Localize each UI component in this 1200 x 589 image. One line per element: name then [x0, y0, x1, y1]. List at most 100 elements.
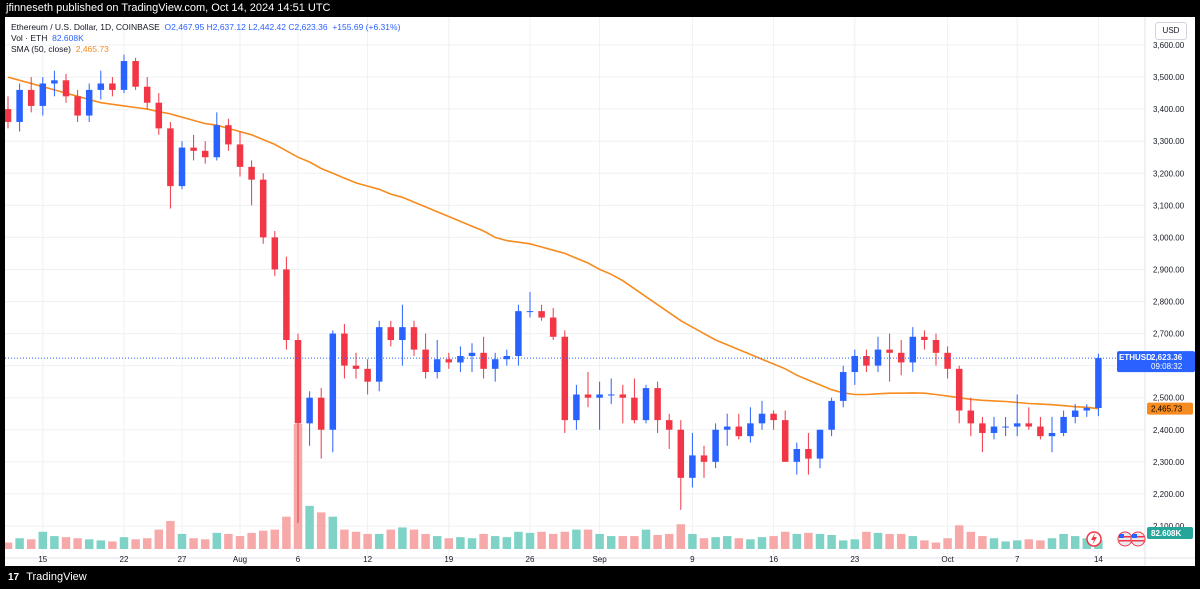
candle-55 [642, 384, 650, 424]
candle-body-54 [631, 397, 638, 421]
tradingview-brand: TradingView [26, 571, 87, 583]
candle-16 [190, 134, 197, 161]
candle-body-70 [816, 429, 824, 459]
candle-body-61 [712, 429, 719, 462]
candle-24 [283, 256, 290, 350]
flash-icon[interactable] [1086, 531, 1102, 547]
volume-bar-58 [676, 524, 686, 549]
volume-bar-31 [363, 533, 372, 549]
candle-body-94 [1095, 358, 1102, 408]
candle-59 [689, 432, 696, 488]
candle-42 [491, 352, 499, 382]
volume-bar-73 [850, 539, 860, 549]
volume-bar-37 [432, 536, 442, 549]
candle-33 [387, 320, 395, 347]
candle-body-51 [596, 394, 603, 398]
volume-bar-1 [15, 538, 24, 549]
y-tick-label-10: 3,000.00 [1153, 233, 1185, 242]
candle-43 [503, 349, 511, 366]
candle-44 [515, 304, 522, 366]
candle-94 [1095, 353, 1102, 417]
volume-bar-68 [792, 533, 802, 549]
candle-body-65 [758, 413, 766, 424]
legend-sma: SMA (50, close) 2,465.73 [11, 44, 109, 55]
candle-body-73 [851, 356, 859, 373]
x-tick-label-13: 7 [1015, 555, 1020, 564]
x-tick-label-14: 14 [1094, 555, 1103, 564]
candle-48 [561, 330, 569, 433]
volume-bar-34 [398, 527, 407, 549]
volume-bar-48 [560, 531, 570, 549]
candle-1 [16, 83, 23, 132]
volume-bar-17 [200, 539, 210, 549]
volume-bar-69 [804, 532, 813, 549]
volume-bar-15 [177, 533, 187, 549]
candle-51 [596, 381, 603, 430]
volume-bar-22 [258, 530, 268, 549]
volume-bar-6 [73, 538, 82, 549]
candle-body-24 [283, 269, 290, 340]
y-tick-label-13: 3,300.00 [1153, 137, 1185, 146]
volume-bar-18 [212, 532, 222, 549]
volume-bar-80 [931, 542, 941, 549]
candle-93 [1083, 404, 1091, 417]
last-price-tag: ETHUSD 2,623.36 09:08:32 [1117, 351, 1195, 373]
candle-8 [97, 70, 105, 100]
candle-13 [155, 93, 163, 135]
y-tick-label-9: 2,900.00 [1153, 265, 1185, 274]
volume-bar-13 [154, 529, 164, 549]
tradingview-logo: 17 [8, 572, 20, 583]
volume-bar-77 [896, 533, 906, 549]
y-tick-label-3: 2,300.00 [1153, 458, 1185, 467]
candle-body-1 [16, 89, 23, 122]
candle-92 [1071, 404, 1079, 424]
candle-73 [851, 349, 859, 385]
candle-body-36 [422, 349, 429, 373]
sma-layer [7, 76, 1099, 410]
currency-selector[interactable]: USD [1155, 22, 1187, 40]
candle-body-83 [967, 410, 975, 424]
candle-74 [863, 349, 870, 373]
candle-7 [85, 83, 93, 122]
candle-64 [747, 407, 754, 443]
x-tick-label-4: 6 [296, 555, 301, 564]
volume-bar-76 [885, 533, 894, 549]
volume-bar-19 [224, 533, 233, 549]
volume-bar-20 [235, 536, 245, 549]
candle-28 [329, 330, 337, 453]
candle-body-33 [387, 327, 395, 340]
volume-bar-63 [734, 538, 744, 549]
volume-bar-32 [374, 533, 384, 549]
legend-sma-value: 2,465.73 [75, 44, 109, 54]
candle-87 [1013, 394, 1021, 437]
candle-body-71 [828, 400, 835, 430]
candle-body-22 [259, 179, 267, 238]
candle-body-52 [607, 394, 615, 396]
candle-23 [271, 230, 279, 276]
candle-3 [39, 77, 47, 116]
candle-body-72 [839, 372, 847, 401]
grid-layer [5, 17, 1145, 559]
candle-6 [74, 89, 81, 122]
legend-sma-label: SMA (50, close) [11, 44, 71, 54]
candle-88 [1025, 407, 1033, 430]
candle-body-31 [364, 368, 371, 382]
chart-area[interactable]: 2,100.00 2,200.00 2,300.00 2,400.00 2,500.00… [5, 17, 1195, 566]
candlestick-chart[interactable]: 2,100.00 2,200.00 2,300.00 2,400.00 2,500.00… [5, 17, 1195, 566]
candle-56 [654, 381, 661, 433]
volume-bar-39 [456, 537, 465, 549]
candle-19 [225, 118, 232, 151]
candle-90 [1048, 416, 1056, 453]
candle-77 [897, 339, 905, 376]
legend-main: Ethereum / U.S. Dollar, 1D, COINBASE O2,… [11, 22, 400, 33]
candle-25 [294, 333, 302, 523]
volume-bar-59 [688, 533, 697, 549]
candle-36 [422, 333, 429, 379]
candle-body-20 [236, 144, 244, 167]
candle-46 [538, 304, 545, 321]
candle-52 [607, 378, 615, 405]
volume-bar-61 [711, 537, 720, 549]
candle-66 [770, 410, 777, 430]
volume-bar-81 [943, 538, 952, 549]
